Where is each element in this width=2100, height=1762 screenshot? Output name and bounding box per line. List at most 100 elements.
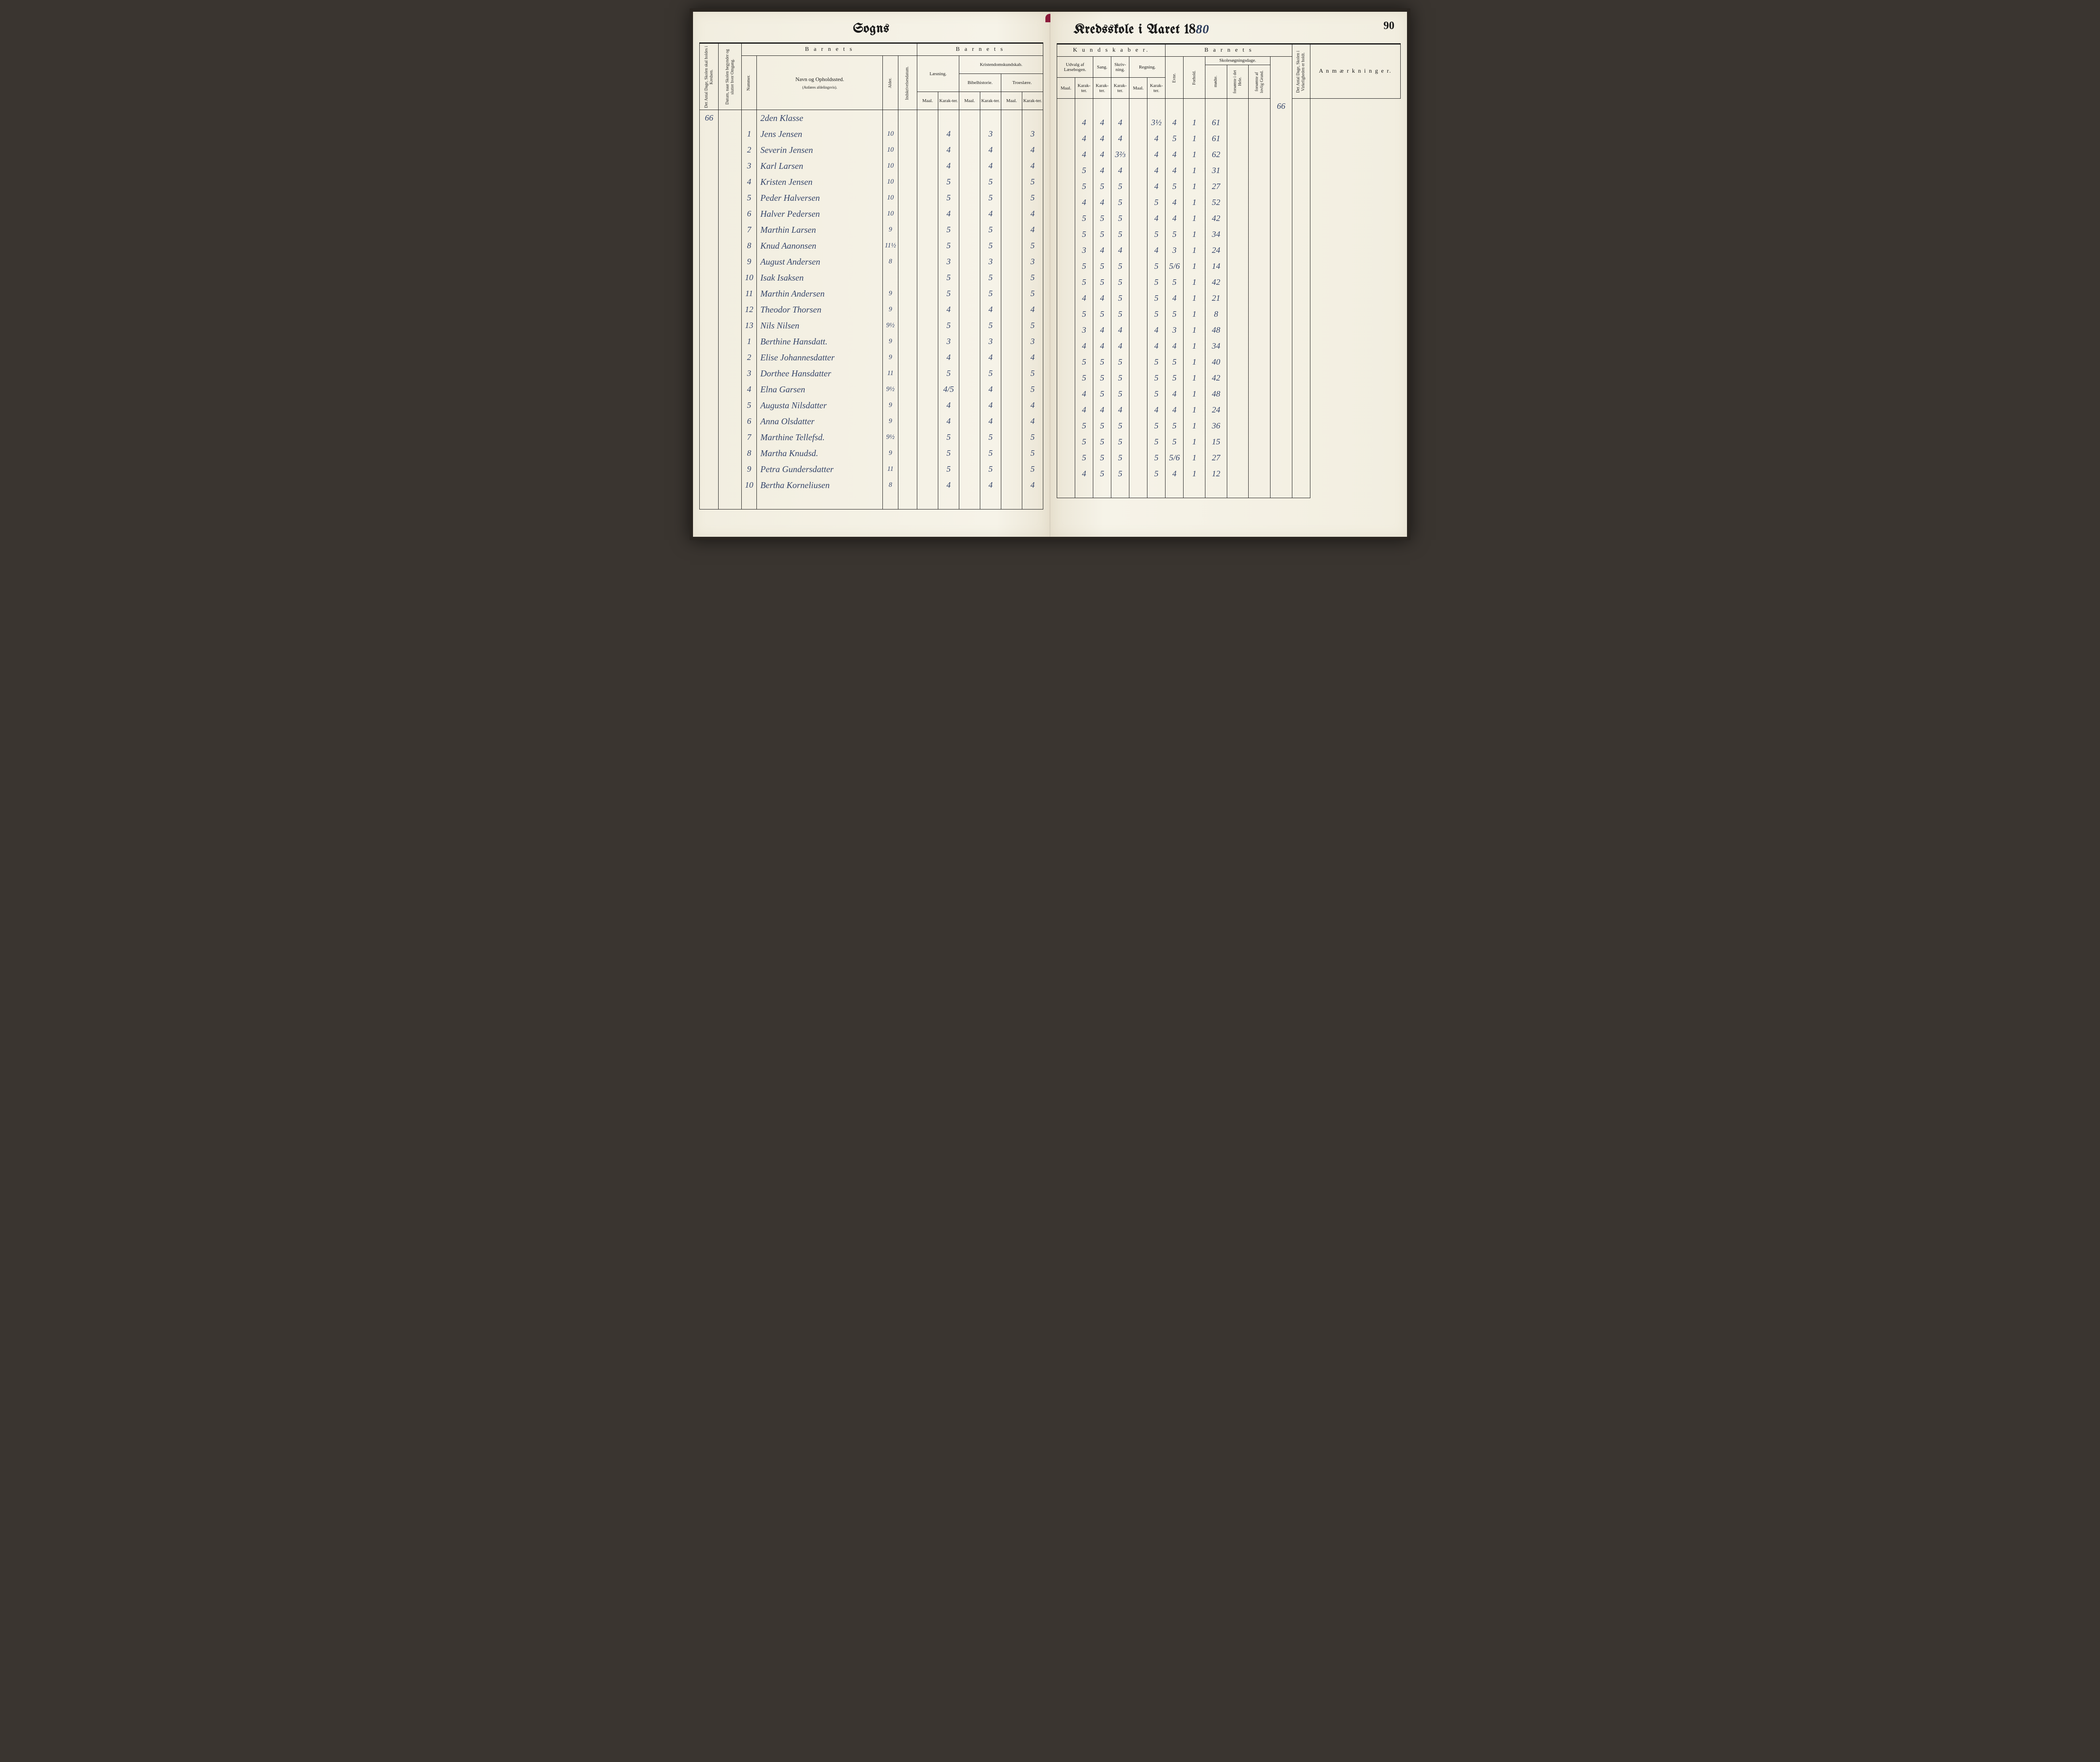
cell-tro-m — [1001, 349, 1022, 365]
cell-reg-m — [1129, 258, 1147, 274]
cell-modte: 40 — [1205, 354, 1227, 370]
cell-bib-m — [959, 365, 980, 381]
cell-anm — [1292, 306, 1310, 322]
table-row: 1Berthine Hansdatt.9333 — [700, 333, 1043, 349]
cell-bib-m — [959, 397, 980, 413]
cell-name: Martha Knudsd. — [757, 445, 883, 461]
cell-bib-m — [959, 254, 980, 270]
cell-modte: 27 — [1205, 179, 1227, 194]
cell-name: Peder Halversen — [757, 190, 883, 206]
cell-laes-m — [917, 445, 938, 461]
col-regning: Regning. — [1129, 57, 1166, 78]
cell-holdt — [1270, 226, 1292, 242]
cell-bib-m — [959, 142, 980, 158]
cell-evne: 5 — [1166, 370, 1184, 386]
col-laes-maal: Maal. — [917, 92, 938, 110]
table-row: 8Martha Knudsd.9555 — [700, 445, 1043, 461]
table-row: 13Nils Nilsen9½555 — [700, 318, 1043, 333]
cell-holdt — [1270, 434, 1292, 450]
cell-laes-k: 5 — [938, 365, 959, 381]
cell-laes-m — [917, 365, 938, 381]
cell-bib-m — [959, 190, 980, 206]
col-tro-maal: Maal. — [1001, 92, 1022, 110]
cell-reg-m — [1129, 450, 1147, 466]
cell-evne: 4 — [1166, 338, 1184, 354]
cell-datum — [719, 381, 742, 397]
cell-holdt — [1270, 450, 1292, 466]
filler-cell — [1147, 482, 1166, 498]
cell-datum — [719, 222, 742, 238]
cell-name: Theodor Thorsen — [757, 302, 883, 318]
cell-modte: 27 — [1205, 450, 1227, 466]
cell-name: Dorthee Hansdatter — [757, 365, 883, 381]
register-table-right: K u n d s k a b e r. B a r n e t s Det A… — [1057, 44, 1401, 498]
cell-indskr — [898, 445, 917, 461]
col-forhold: Forhold. — [1184, 57, 1205, 99]
filler-cell — [700, 493, 719, 509]
cell-name: Isak Isaksen — [757, 270, 883, 286]
cell-bib-m — [959, 445, 980, 461]
cell-laes-m — [917, 270, 938, 286]
cell-laes-k: 4/5 — [938, 381, 959, 397]
cell-reg-k: 4 — [1147, 402, 1166, 418]
cell-name: Berthine Hansdatt. — [757, 333, 883, 349]
cell-reg-m — [1129, 179, 1147, 194]
col-laes-kar: Karak-ter. — [938, 92, 959, 110]
cell-skr: 4 — [1111, 115, 1129, 131]
cell-name: Augusta Nilsdatter — [757, 397, 883, 413]
cell-age: 10 — [883, 190, 898, 206]
cell-age: 9½ — [883, 318, 898, 333]
cell-laes-k: 5 — [938, 238, 959, 254]
filler-cell — [1093, 482, 1111, 498]
cell-fors2 — [1249, 115, 1270, 131]
cell-laes-k: 3 — [938, 333, 959, 349]
cell-datum — [719, 365, 742, 381]
cell-fors1 — [1227, 242, 1249, 258]
cell-forhold: 1 — [1184, 434, 1205, 450]
klasse-header-row-right: 66 — [1057, 99, 1401, 115]
filler-cell — [1166, 482, 1184, 498]
col-udv-maal: Maal. — [1057, 78, 1075, 99]
cell-fors1 — [1227, 179, 1249, 194]
cell-reg-m — [1129, 386, 1147, 402]
cell-bib-k: 5 — [980, 174, 1001, 190]
cell-skr: 5 — [1111, 370, 1129, 386]
col-udv-kar: Karak-ter. — [1075, 78, 1093, 99]
cell-name: August Andersen — [757, 254, 883, 270]
cell-bib-m — [959, 270, 980, 286]
cell-bib-k: 5 — [980, 286, 1001, 302]
cell-age: 10 — [883, 206, 898, 222]
cell-laes-m — [917, 349, 938, 365]
col-reg-kar: Karak-ter. — [1147, 78, 1166, 99]
cell-evne: 5 — [1166, 354, 1184, 370]
cell-indskr — [898, 429, 917, 445]
cell-name: Halver Pedersen — [757, 206, 883, 222]
cell-evne: 4 — [1166, 194, 1184, 210]
cell-laes-m — [917, 126, 938, 142]
cell-bib-m — [959, 286, 980, 302]
cell-antal — [700, 429, 719, 445]
cell-num: 10 — [741, 270, 756, 286]
cell-udv-k: 3 — [1075, 322, 1093, 338]
holdt-cell: 66 — [1270, 99, 1292, 115]
col-reg-maal: Maal. — [1129, 78, 1147, 99]
filler-cell — [1075, 482, 1093, 498]
cell-fors2 — [1249, 210, 1270, 226]
cell-forhold: 1 — [1184, 226, 1205, 242]
cell-laes-k: 4 — [938, 142, 959, 158]
col-barnets-1: B a r n e t s — [741, 44, 917, 56]
col-barnets-2: B a r n e t s — [917, 44, 1043, 56]
cell-datum — [719, 254, 742, 270]
cell-udv-k: 3 — [1075, 242, 1093, 258]
cell-fors1 — [1227, 226, 1249, 242]
cell-udv-k: 4 — [1075, 386, 1093, 402]
cell-tro-k: 5 — [1022, 270, 1043, 286]
cell-age: 9 — [883, 349, 898, 365]
table-header-right: K u n d s k a b e r. B a r n e t s Det A… — [1057, 45, 1401, 99]
cell-tro-k: 3 — [1022, 254, 1043, 270]
cell-fors2 — [1249, 163, 1270, 179]
col-barnets-3: B a r n e t s — [1166, 45, 1292, 57]
cell-udv-k: 5 — [1075, 354, 1093, 370]
cell-reg-k: 5 — [1147, 386, 1166, 402]
filler-cell — [1129, 482, 1147, 498]
